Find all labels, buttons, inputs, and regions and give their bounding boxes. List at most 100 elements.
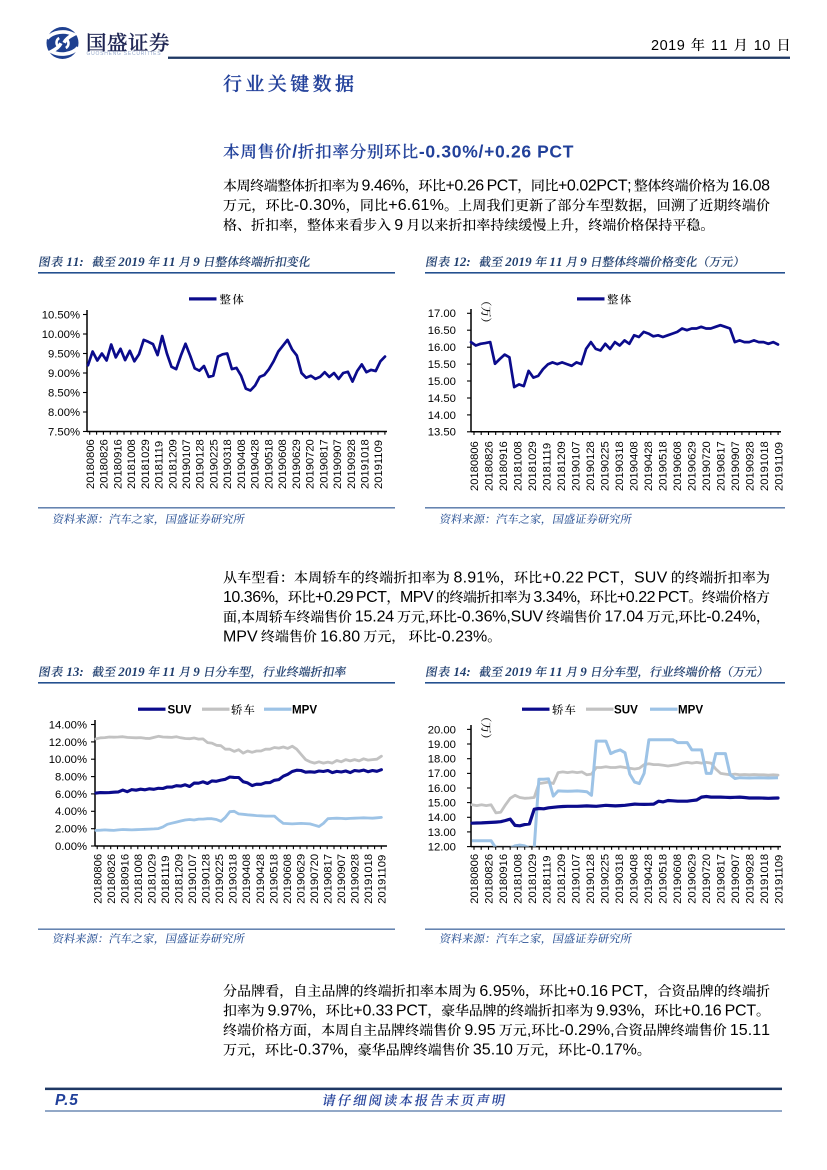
svg-text:20181119: 20181119 [542, 856, 554, 904]
svg-text:20190318: 20190318 [222, 439, 234, 489]
svg-text:20190518: 20190518 [657, 441, 669, 491]
svg-text:20190928: 20190928 [346, 439, 358, 489]
svg-text:7.50%: 7.50% [48, 426, 80, 438]
svg-text:20180826: 20180826 [99, 439, 111, 489]
svg-text:20181119: 20181119 [154, 441, 166, 489]
svg-text:20190817: 20190817 [715, 854, 727, 904]
svg-text:20190928: 20190928 [744, 854, 756, 904]
svg-text:20190128: 20190128 [195, 439, 207, 489]
svg-text:20190720: 20190720 [305, 439, 317, 489]
svg-text:20190318: 20190318 [228, 854, 240, 904]
svg-text:15.00: 15.00 [428, 798, 456, 810]
svg-text:20191109: 20191109 [377, 855, 389, 904]
svg-text:20190107: 20190107 [181, 439, 193, 489]
svg-text:13.00: 13.00 [428, 827, 456, 839]
svg-text:20190629: 20190629 [291, 439, 303, 489]
svg-text:13:: 13: [66, 664, 83, 679]
svg-text:20190907: 20190907 [730, 441, 742, 491]
svg-text:14:: 14: [453, 664, 470, 679]
svg-text:6.00%: 6.00% [55, 789, 87, 801]
svg-text:16.00: 16.00 [428, 342, 456, 354]
svg-text:9.00%: 9.00% [48, 368, 80, 380]
svg-text:20190608: 20190608 [672, 854, 684, 904]
svg-text:17.00: 17.00 [428, 768, 456, 780]
svg-text:20190408: 20190408 [629, 441, 641, 491]
svg-text:4.00%: 4.00% [55, 806, 87, 818]
svg-text:20.00: 20.00 [428, 724, 456, 736]
svg-text:20190428: 20190428 [643, 854, 655, 904]
svg-text:20190225: 20190225 [214, 854, 226, 904]
svg-text:13.50: 13.50 [428, 427, 456, 439]
svg-text:20190107: 20190107 [571, 854, 583, 904]
svg-text:20190629: 20190629 [295, 854, 307, 904]
svg-text:8.00%: 8.00% [48, 407, 80, 419]
svg-text:2.00%: 2.00% [55, 824, 87, 836]
svg-text:8.91%+0.22PCTSUV: 8.91%+0.22PCTSUV [454, 569, 668, 586]
svg-text:20190518: 20190518 [263, 439, 275, 489]
svg-text:20190128: 20190128 [585, 854, 597, 904]
svg-text:20181008: 20181008 [133, 854, 145, 904]
svg-text:0.00%: 0.00% [55, 841, 87, 853]
svg-text:20190408: 20190408 [236, 439, 248, 489]
svg-text:20190629: 20190629 [686, 441, 698, 491]
svg-text:10.00%: 10.00% [49, 754, 87, 766]
svg-text:20190817: 20190817 [318, 439, 330, 489]
svg-text:20180826: 20180826 [106, 854, 118, 904]
svg-text:20190720: 20190720 [701, 441, 713, 491]
svg-text:MPV: MPV [292, 703, 317, 716]
svg-text:20190428: 20190428 [255, 854, 267, 904]
svg-text:20181008: 20181008 [513, 441, 525, 491]
svg-text:20190128: 20190128 [201, 854, 213, 904]
svg-text:20180806: 20180806 [92, 854, 104, 904]
svg-text:20190608: 20190608 [672, 441, 684, 491]
svg-text:10.50%: 10.50% [42, 309, 80, 321]
svg-text:14.00: 14.00 [428, 410, 456, 422]
svg-text:20191109: 20191109 [373, 440, 385, 489]
svg-text:20190928: 20190928 [744, 441, 756, 491]
svg-text:9: 9 [394, 217, 403, 234]
svg-text:20181209: 20181209 [556, 441, 568, 491]
svg-text:20190720: 20190720 [701, 854, 713, 904]
svg-text:12.00%: 12.00% [49, 737, 87, 749]
svg-text:20190408: 20190408 [241, 854, 253, 904]
svg-text:14.00%: 14.00% [49, 719, 87, 731]
svg-text:20180806: 20180806 [85, 439, 97, 489]
svg-text:20190318: 20190318 [614, 441, 626, 491]
svg-text:12:: 12: [453, 254, 470, 269]
svg-text:20180806: 20180806 [469, 441, 481, 491]
svg-text:20180916: 20180916 [498, 441, 510, 491]
svg-text:9.50%: 9.50% [48, 348, 80, 360]
svg-text:20181209: 20181209 [167, 439, 179, 489]
svg-text:8.50%: 8.50% [48, 387, 80, 399]
svg-text:15.00: 15.00 [428, 376, 456, 388]
svg-text:20190928: 20190928 [350, 854, 362, 904]
svg-text:20190428: 20190428 [250, 439, 262, 489]
svg-text:20190408: 20190408 [629, 854, 641, 904]
svg-text:19.00: 19.00 [428, 739, 456, 751]
svg-text:20190518: 20190518 [657, 854, 669, 904]
svg-text:20191018: 20191018 [363, 854, 375, 904]
svg-text:20190107: 20190107 [571, 441, 583, 491]
svg-text:11:: 11: [66, 254, 83, 269]
svg-text:16.50: 16.50 [428, 325, 456, 337]
svg-text:20181008: 20181008 [126, 439, 138, 489]
svg-text:20181119: 20181119 [542, 443, 554, 491]
svg-text:20181209: 20181209 [556, 854, 568, 904]
svg-text:20181119: 20181119 [160, 856, 172, 904]
svg-text:20191109: 20191109 [773, 855, 785, 904]
svg-text:20190518: 20190518 [268, 854, 280, 904]
svg-text:20190107: 20190107 [187, 854, 199, 904]
svg-text:20191109: 20191109 [773, 442, 785, 491]
svg-text:20190907: 20190907 [730, 854, 742, 904]
svg-text:20180826: 20180826 [484, 854, 496, 904]
svg-text:20181029: 20181029 [140, 439, 152, 489]
svg-text:20190907: 20190907 [332, 439, 344, 489]
svg-text:18.00: 18.00 [428, 754, 456, 766]
svg-text:20190318: 20190318 [614, 854, 626, 904]
svg-text:20190629: 20190629 [686, 854, 698, 904]
svg-text:,15.24,-0.36%,SUV17.04,-0.24%: ,15.24,-0.36%,SUV17.04,-0.24% [237, 609, 756, 626]
svg-text:20190128: 20190128 [585, 441, 597, 491]
svg-text:20180826: 20180826 [484, 441, 496, 491]
svg-text:16.00: 16.00 [428, 783, 456, 795]
svg-text:P.5: P.5 [55, 1092, 79, 1109]
